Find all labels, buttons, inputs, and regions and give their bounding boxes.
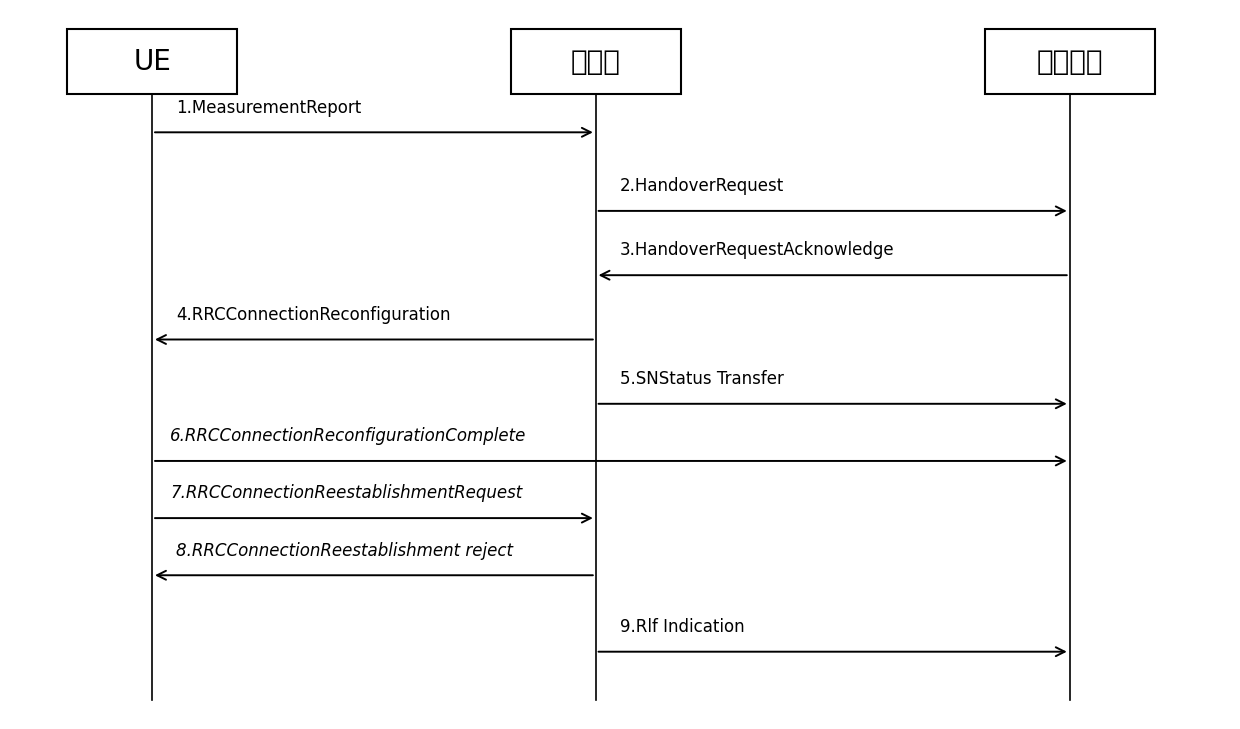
Text: 5.SNStatus Transfer: 5.SNStatus Transfer (620, 370, 784, 388)
Text: 8.RRCConnectionReestablishment reject: 8.RRCConnectionReestablishment reject (176, 542, 513, 560)
Text: UE: UE (133, 47, 171, 76)
Text: 目标基站: 目标基站 (1037, 47, 1102, 76)
Text: 9.Rlf Indication: 9.Rlf Indication (620, 618, 745, 636)
Text: 3.HandoverRequestAcknowledge: 3.HandoverRequestAcknowledge (620, 241, 894, 260)
Bar (511, 28, 681, 95)
Bar (67, 28, 237, 95)
Text: 7.RRCConnectionReestablishmentRequest: 7.RRCConnectionReestablishmentRequest (170, 484, 522, 502)
Text: 1.MeasurementReport: 1.MeasurementReport (176, 98, 362, 117)
Bar (985, 28, 1154, 95)
Text: 2.HandoverRequest: 2.HandoverRequest (620, 177, 784, 195)
Text: 6.RRCConnectionReconfigurationComplete: 6.RRCConnectionReconfigurationComplete (170, 427, 527, 445)
Text: 源基站: 源基站 (570, 47, 621, 76)
Text: 4.RRCConnectionReconfiguration: 4.RRCConnectionReconfiguration (176, 305, 451, 324)
